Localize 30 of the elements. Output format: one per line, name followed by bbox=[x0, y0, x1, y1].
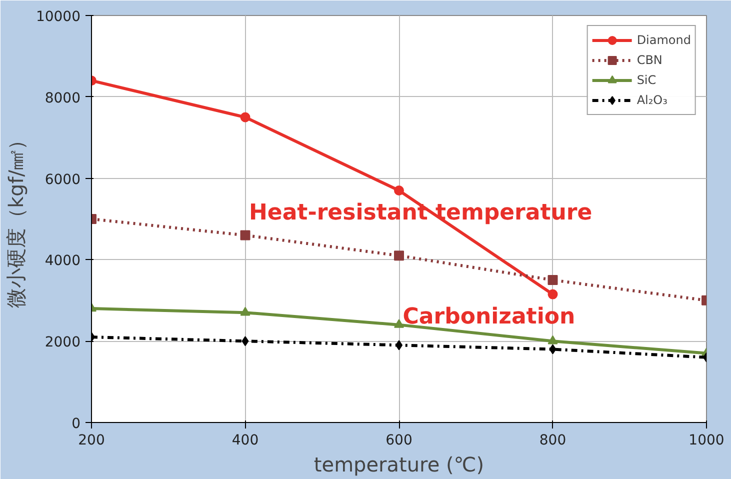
y-tick-label: 4000 bbox=[44, 253, 81, 270]
y-axis-title: 微小硬度（kgf/㎟） bbox=[4, 130, 28, 308]
legend-label: CBN bbox=[636, 53, 662, 67]
y-tick-label: 2000 bbox=[44, 334, 81, 351]
annotation: Carbonization bbox=[402, 304, 576, 330]
x-tick-label: 1000 bbox=[688, 432, 724, 448]
legend-label: SiC bbox=[636, 73, 657, 87]
point bbox=[242, 336, 249, 346]
x-axis-title: temperature (℃) bbox=[314, 452, 484, 476]
point bbox=[394, 186, 404, 196]
y-tick-label: 8000 bbox=[44, 90, 81, 106]
legend-label: Al₂O₃ bbox=[636, 93, 668, 107]
point bbox=[394, 250, 404, 261]
legend-label: Diamond bbox=[636, 33, 691, 47]
point bbox=[548, 335, 558, 344]
x-tick-label: 200 bbox=[78, 432, 105, 448]
point bbox=[548, 289, 558, 300]
y-tick-label: 0 bbox=[72, 416, 81, 432]
point bbox=[549, 344, 556, 354]
y-tick-label: 6000 bbox=[44, 172, 81, 188]
x-tick-label: 600 bbox=[386, 432, 412, 448]
point bbox=[394, 319, 404, 328]
annotation: Heat-resistant temperature bbox=[249, 200, 592, 226]
point bbox=[240, 306, 250, 316]
y-tick-label: 10000 bbox=[36, 9, 81, 25]
point bbox=[548, 275, 558, 286]
point bbox=[240, 230, 250, 240]
x-tick-label: 800 bbox=[539, 432, 566, 448]
point bbox=[240, 112, 250, 122]
x-tick-label: 400 bbox=[232, 432, 259, 448]
